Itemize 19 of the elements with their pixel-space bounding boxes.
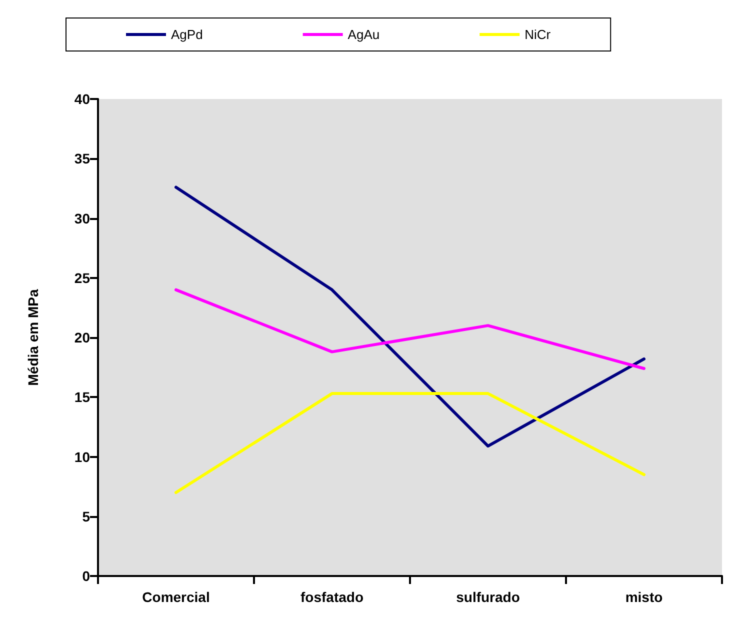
y-tick-label: 25 bbox=[74, 270, 90, 286]
x-tick-label: fosfatado bbox=[300, 589, 364, 605]
legend-label: AgAu bbox=[348, 27, 380, 42]
y-tick-label: 40 bbox=[74, 91, 90, 107]
y-tick-label: 15 bbox=[74, 389, 90, 406]
legend-label: AgPd bbox=[171, 27, 203, 42]
legend-label: NiCr bbox=[524, 27, 552, 42]
x-tick-label: sulfurado bbox=[456, 589, 520, 605]
y-tick-label: 5 bbox=[82, 508, 90, 524]
x-tick-label: misto bbox=[625, 589, 663, 605]
y-tick-label: 30 bbox=[74, 210, 90, 226]
y-tick-label: 10 bbox=[74, 448, 90, 465]
x-tick-label: Comercial bbox=[142, 589, 210, 605]
y-tick-label: 0 bbox=[82, 568, 90, 584]
y-tick-label: 20 bbox=[74, 330, 90, 346]
line-series bbox=[174, 186, 646, 448]
line-series bbox=[174, 288, 646, 370]
y-axis-title: Média em MPa bbox=[25, 289, 41, 386]
y-tick-label: 35 bbox=[74, 150, 90, 167]
